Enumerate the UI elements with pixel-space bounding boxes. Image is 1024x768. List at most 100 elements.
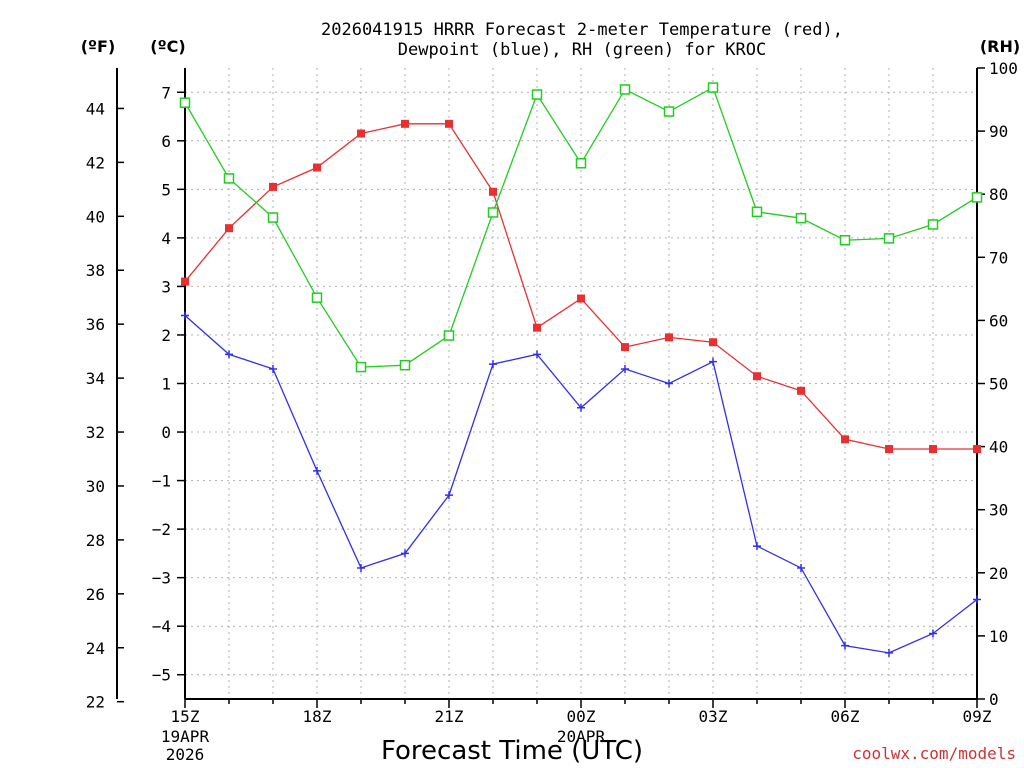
fahrenheit-tick-label: 30 (86, 477, 105, 496)
temperature-point (841, 435, 849, 444)
fahrenheit-tick-label: 42 (86, 153, 105, 172)
celsius-tick-label: 6 (161, 132, 171, 151)
temperature-point (753, 372, 761, 381)
rh-tick-label: 70 (989, 248, 1008, 267)
rh-tick-label: 30 (989, 501, 1008, 520)
rh-point (663, 106, 675, 117)
celsius-tick-label: −4 (152, 617, 171, 636)
rh-point (531, 89, 543, 100)
temperature-point (929, 445, 937, 454)
dewpoint-point (841, 641, 849, 650)
rh-point (883, 233, 895, 244)
dewpoint-point (533, 350, 541, 359)
dewpoint-point (577, 403, 585, 412)
rh-tick-label: 80 (989, 185, 1008, 204)
rh-tick-label: 10 (989, 627, 1008, 646)
rh-point (927, 219, 939, 230)
rh-tick-label: 50 (989, 375, 1008, 394)
dewpoint-point (885, 648, 893, 657)
temperature-point (269, 182, 277, 191)
temperature-point (577, 294, 585, 303)
temperature-point (181, 277, 189, 286)
dewpoint-point (621, 364, 629, 373)
fahrenheit-tick-label: 32 (86, 423, 105, 442)
temperature-point (489, 187, 497, 196)
rh-point (399, 359, 411, 371)
fahrenheit-unit-label: (ºF) (81, 37, 116, 56)
temperature-point (313, 163, 321, 172)
x-axis-label: Forecast Time (UTC) (381, 736, 643, 766)
x-tick-sublabel: 19APR (161, 727, 210, 746)
x-tick-label: 03Z (699, 707, 728, 726)
chart-title-line1: 2026041915 HRRR Forecast 2-meter Tempera… (321, 20, 843, 40)
temperature-point (709, 338, 717, 347)
rh-point (795, 212, 807, 224)
dewpoint-point (797, 563, 805, 572)
dewpoint-point (181, 311, 189, 320)
dewpoint-point (489, 360, 497, 369)
temperature-point (797, 386, 805, 395)
celsius-tick-label: 1 (161, 375, 171, 394)
fahrenheit-tick-label: 26 (86, 585, 105, 604)
rh-tick-label: 60 (989, 311, 1008, 330)
rh-point (575, 158, 587, 169)
x-tick-label: 06Z (831, 707, 860, 726)
x-tick-label: 09Z (963, 707, 992, 726)
dewpoint-point (313, 466, 321, 475)
celsius-tick-label: −2 (152, 520, 171, 539)
tick-labels: 222426283032343638404244−5−4−3−2−1012345… (86, 59, 1018, 764)
rh-tick-label: 40 (989, 438, 1008, 457)
x-tick-label: 21Z (435, 707, 464, 726)
dewpoint-point (357, 563, 365, 572)
rh-point (223, 173, 235, 184)
fahrenheit-tick-label: 28 (86, 531, 105, 550)
x-tick-label: 15Z (171, 707, 200, 726)
dewpoint-point (269, 364, 277, 373)
rh-unit-label: (RH) (980, 37, 1020, 56)
celsius-tick-label: 7 (161, 83, 171, 102)
rh-tick-label: 20 (989, 564, 1008, 583)
rh-point (267, 212, 279, 223)
celsius-tick-label: −1 (152, 472, 171, 491)
dewpoint-point (973, 595, 981, 604)
celsius-tick-label: 0 (161, 423, 171, 442)
fahrenheit-tick-label: 44 (86, 99, 105, 118)
data-series (179, 82, 983, 657)
temperature-point (225, 224, 233, 233)
celsius-tick-label: −5 (152, 666, 171, 685)
rh-point (839, 235, 851, 246)
dewpoint-point (709, 357, 717, 366)
dewpoint-point (929, 629, 937, 638)
fahrenheit-tick-label: 38 (86, 261, 105, 280)
temperature-point (401, 119, 409, 128)
x-tick-sublabel: 20APR (557, 727, 606, 746)
temperature-point (533, 323, 541, 332)
credit-text: coolwx.com/models (852, 744, 1016, 763)
rh-point (487, 207, 499, 218)
rh-point (311, 292, 323, 303)
rh-point (707, 82, 719, 93)
x-tick-sublabel: 2026 (166, 745, 205, 764)
axes (116, 67, 985, 708)
temperature-point (665, 333, 673, 342)
celsius-tick-label: 5 (161, 180, 171, 199)
rh-tick-label: 90 (989, 122, 1008, 141)
dewpoint-point (225, 350, 233, 359)
x-tick-label: 18Z (303, 707, 332, 726)
celsius-tick-label: 4 (161, 229, 171, 248)
fahrenheit-tick-label: 40 (86, 207, 105, 226)
rh-point (751, 206, 763, 218)
rh-tick-label: 100 (989, 59, 1018, 78)
dewpoint-point (445, 491, 453, 500)
rh-point (971, 192, 983, 203)
rh-point (619, 84, 631, 95)
rh-point (355, 361, 367, 373)
dewpoint-point (753, 542, 761, 551)
fahrenheit-tick-label: 36 (86, 315, 105, 334)
temperature-point (357, 129, 365, 138)
x-tick-label: 00Z (567, 707, 596, 726)
fahrenheit-tick-label: 24 (86, 639, 105, 658)
celsius-tick-label: −3 (152, 569, 171, 588)
temperature-point (445, 119, 453, 128)
